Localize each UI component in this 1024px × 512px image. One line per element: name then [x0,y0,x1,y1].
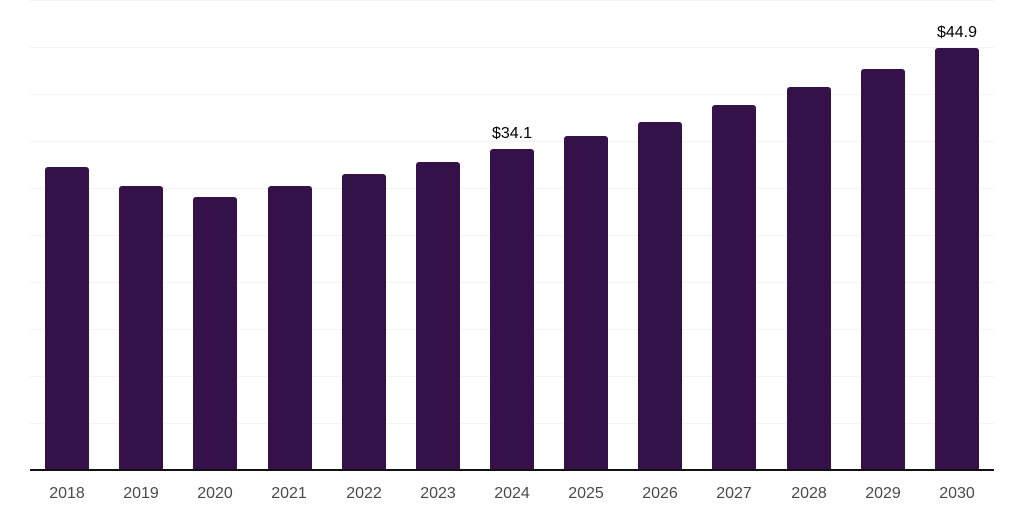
data-label-2024: $34.1 [491,125,533,142]
x-tick-label-2024: 2024 [494,485,530,502]
x-axis-line [30,469,994,471]
bar-2019 [119,186,163,470]
bar-2029 [861,69,905,470]
x-tick-label-2028: 2028 [791,485,827,502]
x-tick-label-2018: 2018 [49,485,85,502]
bar-2030 [935,48,979,470]
data-label-2030: $44.9 [936,24,978,41]
x-tick-label-2020: 2020 [197,485,233,502]
x-tick-label-2030: 2030 [939,485,975,502]
gridline [30,94,994,95]
gridline [30,0,994,1]
bar-2018 [45,167,89,470]
x-tick-label-2027: 2027 [716,485,752,502]
x-tick-label-2026: 2026 [642,485,678,502]
x-tick-label-2023: 2023 [420,485,456,502]
x-tick-label-2029: 2029 [865,485,901,502]
bar-2028 [787,87,831,470]
bar-2027 [712,105,756,470]
bar-2020 [193,197,237,470]
gridline [30,47,994,48]
x-tick-label-2025: 2025 [568,485,604,502]
bar-2025 [564,136,608,470]
x-tick-label-2021: 2021 [271,485,307,502]
x-tick-label-2022: 2022 [346,485,382,502]
bar-2024 [490,149,534,470]
bar-2026 [638,122,682,470]
bar-2023 [416,162,460,470]
x-tick-label-2019: 2019 [123,485,159,502]
bar-2022 [342,174,386,470]
gridline [30,141,994,142]
bar-2021 [268,186,312,470]
